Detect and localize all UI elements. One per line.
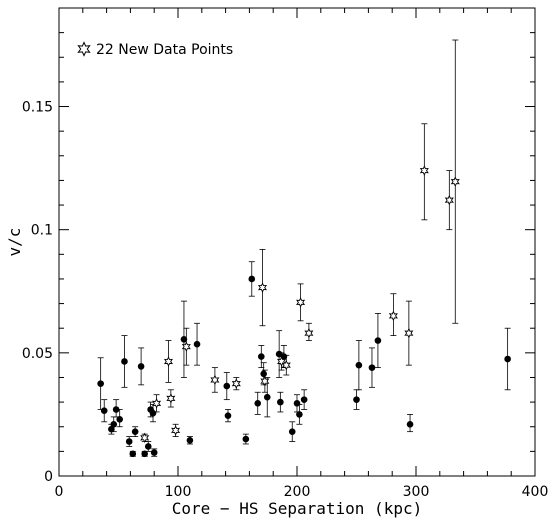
data-point-star: [388, 310, 398, 322]
data-point-star: [257, 282, 268, 293]
data-point: [116, 416, 123, 423]
data-point: [258, 353, 265, 360]
data-point-star: [404, 327, 414, 339]
data-point: [149, 409, 157, 417]
data-point: [368, 364, 376, 371]
data-point: [248, 275, 256, 283]
data-point: [277, 398, 284, 406]
tick-labels: 0 100 200 300 400 0 0.05 0.1 0.15: [22, 100, 548, 500]
data-point-star: [181, 341, 191, 352]
legend-star-icon: [77, 41, 91, 57]
data-point: [504, 355, 511, 363]
data-point-star: [140, 432, 150, 444]
data-point: [112, 406, 120, 413]
legend: 22 New Data Points: [77, 41, 233, 58]
data-point: [355, 361, 363, 369]
data-point: [300, 396, 308, 403]
data-point: [242, 435, 250, 443]
data-point: [131, 428, 139, 435]
axis-ticks: [58, 7, 536, 477]
data-point: [108, 425, 115, 433]
data-point: [97, 380, 104, 387]
data-point: [125, 438, 133, 445]
x-tick-label: 100: [165, 484, 192, 500]
data-point: [137, 363, 145, 370]
data-point-star: [419, 165, 429, 176]
y-axis-label: v/c: [5, 228, 24, 257]
data-point: [223, 382, 231, 390]
x-tick-label: 200: [284, 484, 311, 500]
y-tick-label: 0: [44, 469, 53, 485]
data-point-star: [450, 176, 460, 187]
data-point: [288, 428, 296, 435]
data-point: [263, 393, 271, 401]
data-point: [406, 420, 414, 428]
data-point: [150, 449, 158, 456]
data-point-star: [163, 356, 174, 367]
data-point-star: [260, 375, 270, 387]
y-tick-label: 0.05: [22, 346, 53, 362]
data-point-star: [444, 194, 454, 206]
data-point-star: [276, 356, 287, 367]
data-point: [296, 411, 303, 418]
y-tick-label: 0.15: [22, 100, 53, 116]
data-point: [129, 450, 137, 458]
data-point-star: [281, 359, 291, 371]
data-point: [224, 412, 232, 419]
data-point: [121, 358, 128, 365]
data-point-star: [171, 425, 181, 436]
data-point-star: [304, 327, 314, 339]
legend-star-shape: [77, 41, 91, 57]
error-bars: [97, 39, 511, 457]
data-point: [141, 450, 148, 458]
data-markers: [97, 165, 511, 458]
x-tick-label: 300: [403, 484, 430, 500]
x-tick-label: 0: [55, 484, 64, 500]
data-point: [100, 407, 108, 415]
data-point: [186, 436, 194, 444]
data-point: [260, 370, 267, 378]
y-tick-label: 0.1: [31, 223, 53, 239]
data-point: [144, 443, 152, 450]
data-point: [180, 335, 188, 343]
data-point: [293, 400, 301, 407]
x-axis-label: Core − HS Separation (kpc): [172, 499, 422, 518]
data-point: [193, 340, 201, 348]
legend-label: 22 New Data Points: [96, 42, 233, 58]
data-point: [374, 337, 382, 344]
x-tick-label: 400: [522, 484, 548, 500]
data-point: [353, 396, 360, 403]
data-point-star: [152, 398, 162, 409]
data-point-star: [166, 393, 176, 404]
data-point-star: [296, 297, 306, 308]
data-point-star: [231, 378, 241, 389]
data-point-star: [210, 374, 220, 386]
data-point: [110, 420, 118, 428]
data-point: [254, 400, 262, 407]
